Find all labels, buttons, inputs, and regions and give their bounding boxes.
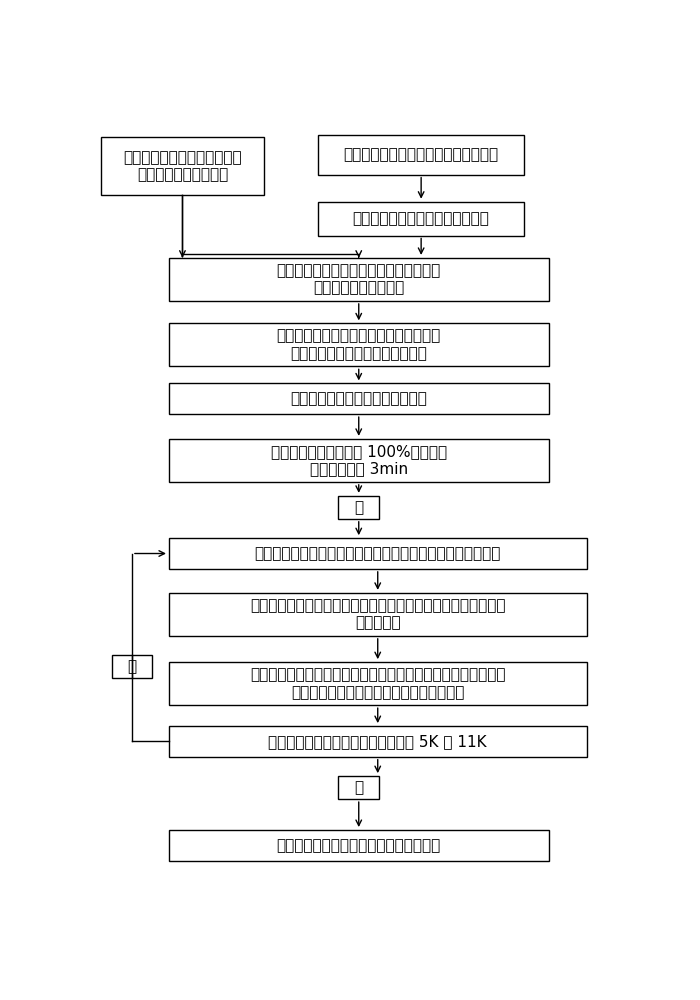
- Text: 测量人工污秽试验室内初始温度和湿度: 测量人工污秽试验室内初始温度和湿度: [344, 147, 498, 162]
- Text: 设定高压电气设备人工污秽试
验润湿时间和升压时间: 设定高压电气设备人工污秽试 验润湿时间和升压时间: [123, 150, 241, 182]
- Bar: [169, 258, 549, 301]
- Bar: [338, 776, 379, 799]
- Bar: [169, 383, 549, 414]
- Bar: [111, 655, 153, 678]
- Bar: [318, 135, 524, 175]
- Text: 计算升压阶段比例调节阀门开度和电蒸汽锅炉电阻丝开启数量: 计算升压阶段比例调节阀门开度和电蒸汽锅炉电阻丝开启数量: [255, 546, 501, 561]
- Bar: [101, 137, 264, 195]
- Text: 根据测量的温度值，设定相对湿度调整目标值，对比例调节阀门
开度和电蒸汽锅炉电阻丝开启数量进行微调: 根据测量的温度值，设定相对湿度调整目标值，对比例调节阀门 开度和电蒸汽锅炉电阻丝…: [250, 667, 505, 700]
- Text: 判断试验室内的温度升高值是否达到 5K 或 11K: 判断试验室内的温度升高值是否达到 5K 或 11K: [268, 734, 487, 749]
- Text: 是: 是: [354, 500, 363, 515]
- Text: 否: 否: [354, 780, 363, 795]
- Text: 是: 是: [127, 659, 136, 674]
- Bar: [169, 323, 549, 366]
- Bar: [338, 496, 379, 519]
- Bar: [169, 593, 587, 636]
- Text: 计算润湿阶段比例调节阀门的开度和电蒸
汽锅炉电阻丝开启数量: 计算润湿阶段比例调节阀门的开度和电蒸 汽锅炉电阻丝开启数量: [276, 263, 441, 296]
- Bar: [169, 662, 587, 705]
- Bar: [169, 439, 549, 482]
- Text: 调节比例调节阀门开度和电蒸汽锅炉电阻
丝开启数量，向试验室内喷入蒸汽: 调节比例调节阀门开度和电蒸汽锅炉电阻 丝开启数量，向试验室内喷入蒸汽: [276, 329, 441, 361]
- Text: 计算试验润湿阶段需要的蒸汽总量: 计算试验润湿阶段需要的蒸汽总量: [353, 211, 489, 226]
- Text: 判断相对湿度是否达到 100%，且持续
时间是否达到 3min: 判断相对湿度是否达到 100%，且持续 时间是否达到 3min: [271, 444, 447, 477]
- Text: 测量气候室温度、湿度和蒸汽流量: 测量气候室温度、湿度和蒸汽流量: [290, 391, 427, 406]
- Text: 调节比例调节阀门开度和电蒸汽锅炉电阻丝开启数量，向试验室
内喷入蒸汽: 调节比例调节阀门开度和电蒸汽锅炉电阻丝开启数量，向试验室 内喷入蒸汽: [250, 598, 505, 631]
- Bar: [169, 830, 549, 861]
- Bar: [169, 538, 587, 569]
- Bar: [318, 202, 524, 235]
- Text: 试验结束，关闭比例调节阀和锅炉电阻丝: 试验结束，关闭比例调节阀和锅炉电阻丝: [276, 838, 441, 853]
- Bar: [169, 726, 587, 757]
